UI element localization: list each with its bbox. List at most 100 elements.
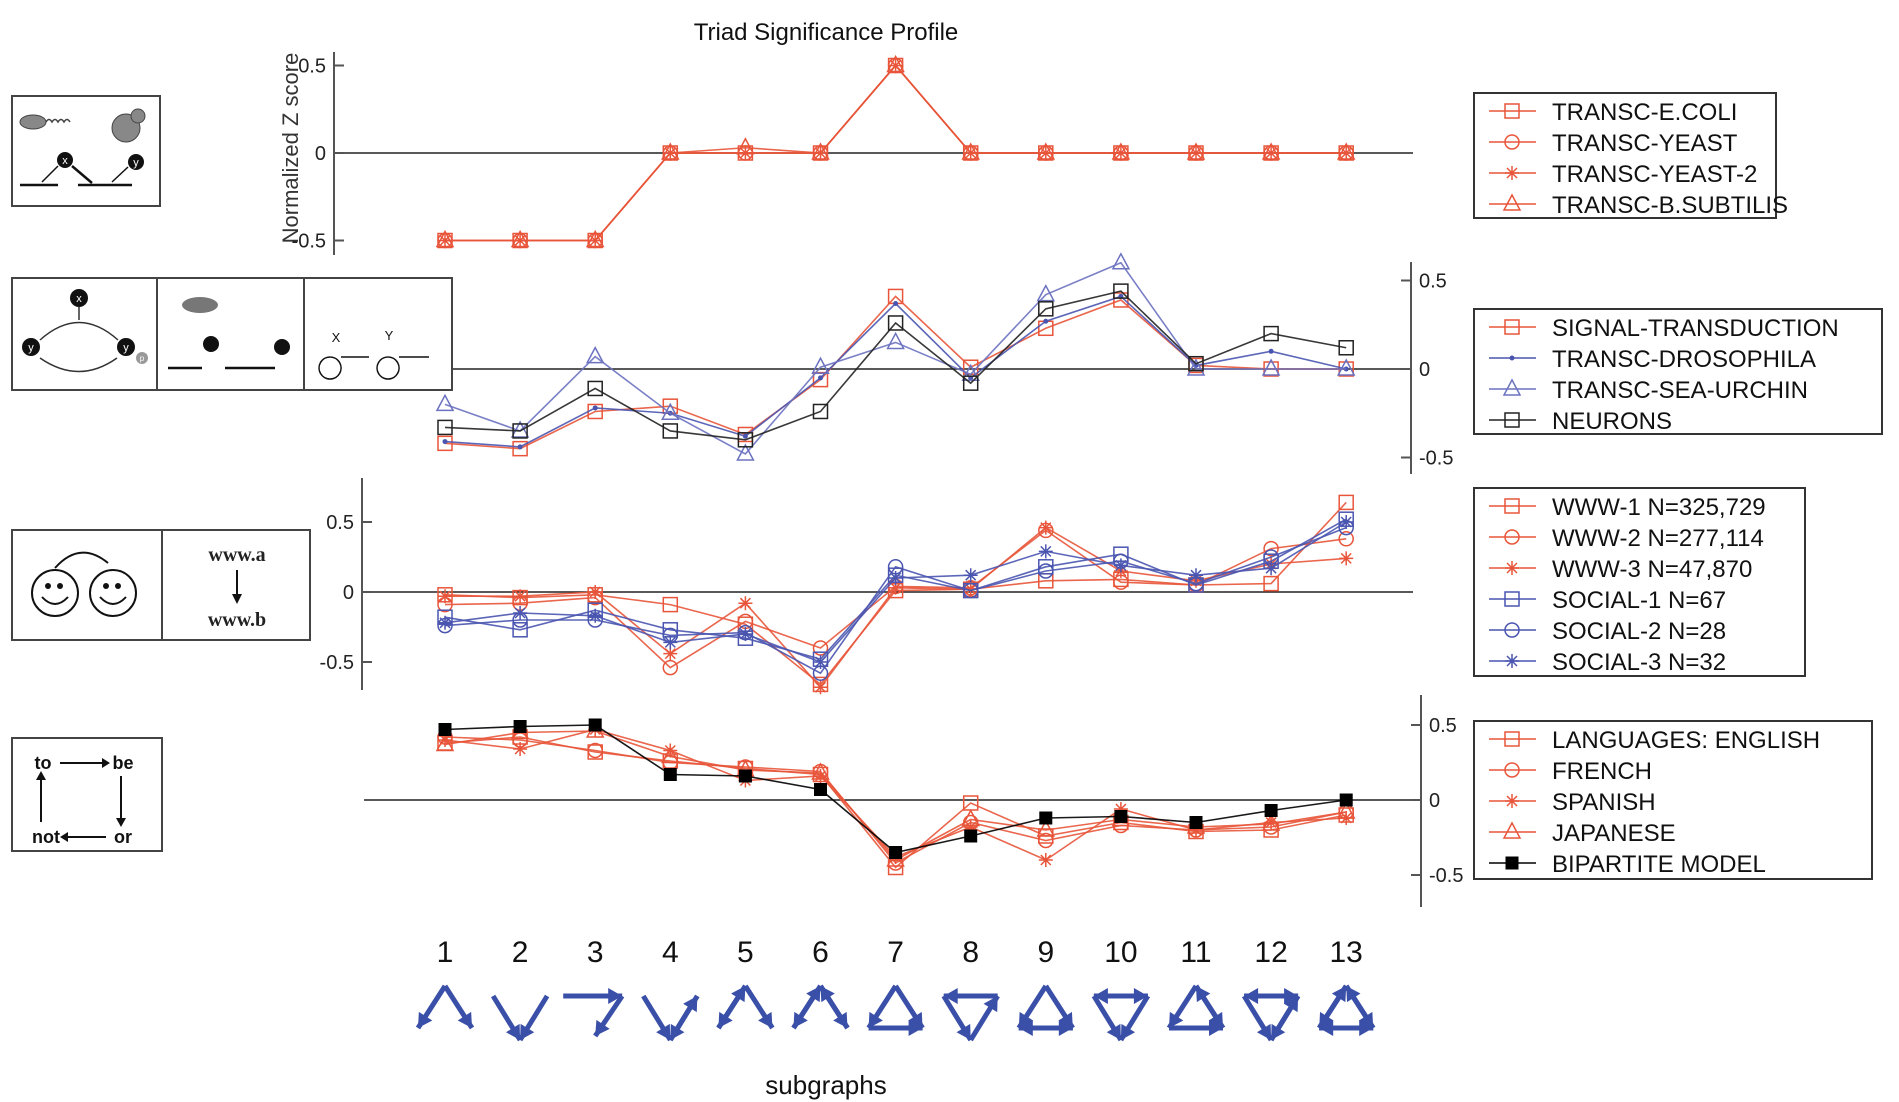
node-x-icon	[57, 152, 73, 168]
data-point	[1113, 292, 1129, 308]
yeast-bud-icon	[130, 108, 146, 124]
data-point	[818, 375, 823, 381]
legend-marker	[1505, 794, 1519, 808]
data-point	[888, 580, 903, 595]
series-transc-b-subtilis	[435, 54, 1356, 248]
data-point	[512, 622, 528, 638]
data-point	[813, 769, 828, 783]
arrow-icon	[111, 166, 129, 183]
word-arrowheads	[36, 758, 126, 842]
subgraph-5-icon	[716, 984, 775, 1030]
data-point	[1336, 801, 1356, 819]
www-b-label: www.b	[208, 609, 266, 631]
data-point	[438, 615, 452, 630]
legend-box	[1473, 720, 1873, 880]
phospho-icon	[136, 352, 148, 364]
data-point	[736, 137, 755, 155]
data-point	[661, 402, 680, 420]
series-line	[444, 529, 1347, 669]
eye-icon	[45, 583, 51, 589]
eye-icon	[115, 583, 121, 589]
illustration-box-words	[11, 737, 163, 852]
data-point	[437, 435, 453, 452]
illustration-box-social	[11, 529, 163, 641]
data-point	[1113, 558, 1128, 573]
node-x-label: x	[62, 155, 68, 167]
data-point	[888, 571, 903, 585]
series-www-2-n-277-114	[437, 522, 1354, 676]
x-axis-label: subgraphs	[765, 1070, 886, 1100]
data-point	[814, 783, 827, 796]
legend-label: LANGUAGES: ENGLISH	[1552, 727, 1820, 754]
series-transc-sea-urchin	[435, 252, 1356, 461]
data-point	[813, 680, 828, 695]
data-point	[1038, 563, 1054, 579]
y-tick-label: 0.5	[326, 512, 354, 534]
arrowhead	[1319, 1020, 1334, 1036]
word-or: or	[114, 827, 132, 847]
data-point	[1038, 853, 1053, 867]
illustration-signal-neurons: x y y p X Y	[11, 277, 453, 391]
panel-signal-neurons: -0.5 0 0.5	[364, 252, 1453, 474]
panel-www-social: -0.5 0 0.5	[320, 478, 1413, 695]
data-point	[435, 229, 455, 248]
data-point	[517, 444, 523, 450]
arrowhead	[1106, 1023, 1121, 1040]
legend-marker	[1504, 134, 1520, 150]
data-point	[961, 142, 980, 160]
data-point	[435, 393, 455, 412]
arrowhead	[1208, 1011, 1223, 1028]
data-point	[1261, 813, 1281, 831]
legend-marker	[1504, 591, 1520, 607]
data-point	[1268, 348, 1274, 354]
node-yp-label: y	[123, 342, 129, 354]
node-y-label: y	[28, 342, 34, 354]
data-point	[893, 301, 899, 307]
legend-label: TRANSC-DROSOPHILA	[1552, 346, 1816, 373]
data-point	[587, 380, 603, 397]
legend-label: NEURONS	[1552, 408, 1672, 435]
data-point	[1336, 142, 1356, 160]
arrowhead	[943, 988, 958, 1004]
arrowhead	[1093, 988, 1108, 1004]
subgraph-11-icon	[1166, 984, 1226, 1036]
arrow-icon	[39, 321, 119, 341]
data-point	[1339, 793, 1353, 807]
arrow-icon	[54, 551, 109, 569]
subgraph-10-icon	[1091, 988, 1151, 1042]
arrowhead	[1244, 988, 1259, 1004]
data-point	[964, 829, 978, 843]
data-point	[963, 820, 978, 834]
data-point	[1038, 559, 1054, 575]
data-point	[1189, 816, 1203, 829]
legend-label: SOCIAL-1 N=67	[1552, 587, 1726, 614]
series-line	[445, 64, 1347, 242]
smiley-icon	[31, 569, 79, 617]
arrowhead	[1346, 986, 1361, 1003]
legend-label: TRANSC-SEA-URCHIN	[1552, 377, 1808, 404]
legend-label: SPANISH	[1552, 789, 1656, 816]
illustration-www-social: www.a www.b	[11, 529, 311, 641]
legend-box	[1473, 487, 1806, 677]
arrow-icon	[41, 165, 59, 183]
data-point	[738, 627, 753, 641]
legend-marker	[1502, 193, 1522, 211]
y-tick-label: 0	[343, 582, 354, 604]
legend-marker	[1504, 498, 1520, 514]
panels-group: -0.5 0 0.5 -0.5 0 0.5 -0.5 0 0.5 -0.5 0 0.5	[292, 52, 1463, 907]
legend-label: JAPANESE	[1552, 820, 1676, 847]
legend-signal-neurons: SIGNAL-TRANSDUCTION TRANSC-DROSOPHILA TRAN…	[1473, 308, 1883, 435]
data-point	[438, 723, 452, 736]
data-point	[1339, 551, 1354, 566]
data-point	[438, 733, 452, 747]
eye-icon	[57, 583, 63, 589]
y-tick-label: -0.5	[292, 231, 326, 253]
data-point	[1338, 340, 1354, 356]
legend-marker	[1504, 762, 1520, 778]
data-point	[510, 229, 530, 248]
x-tick-label: 12	[1254, 936, 1287, 969]
data-point	[963, 582, 978, 597]
arrowhead	[1120, 1023, 1136, 1040]
data-point	[1336, 358, 1356, 376]
